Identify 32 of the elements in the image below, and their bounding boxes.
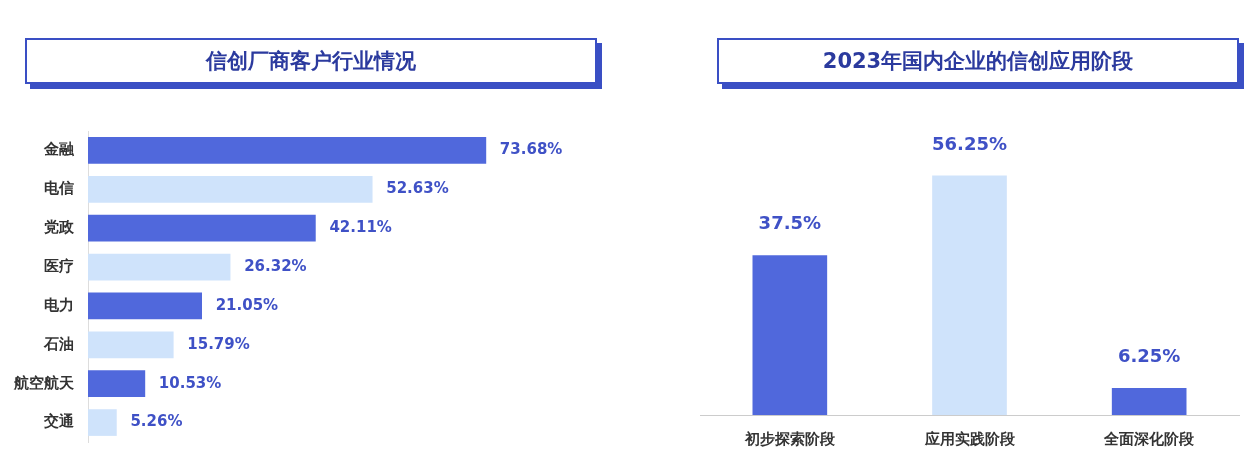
data-label: 37.5%: [758, 212, 822, 234]
y-tick-label: 党政: [43, 218, 75, 237]
bar: [88, 214, 316, 242]
data-label: 5.26%: [130, 412, 183, 431]
chart-title: 2023年国内企业的信创应用阶段: [717, 38, 1239, 84]
y-tick-label: 医疗: [44, 256, 74, 275]
y-tick-label: 石油: [43, 334, 74, 353]
data-label: 56.25%: [932, 132, 1007, 154]
x-tick-label: 全面深化阶段: [1103, 429, 1196, 448]
bar: [88, 137, 487, 164]
data-label: 21.05%: [215, 295, 279, 314]
y-tick-label: 电信: [44, 179, 74, 198]
bar: [88, 370, 146, 398]
bar: [88, 292, 202, 320]
data-label: 26.32%: [244, 256, 307, 275]
data-label: 73.68%: [499, 140, 563, 159]
data-label: 10.53%: [158, 373, 222, 392]
y-tick-label: 交通: [43, 412, 75, 431]
bar: [88, 409, 117, 436]
bar: [88, 175, 373, 203]
x-tick-label: 应用实践阶段: [923, 429, 1016, 448]
data-label: 15.79%: [187, 334, 250, 353]
y-tick-label: 金融: [43, 140, 75, 159]
data-label: 6.25%: [1117, 345, 1181, 367]
chart-title: 信创厂商客户行业情况: [25, 38, 597, 84]
bar: [88, 253, 231, 281]
x-tick-label: 初步探索阶段: [743, 429, 836, 448]
y-tick-label: 航空航天: [13, 373, 75, 392]
y-tick-label: 电力: [44, 295, 74, 314]
data-label: 42.11%: [329, 218, 392, 237]
bar: [88, 331, 174, 359]
data-label: 52.63%: [386, 179, 449, 198]
